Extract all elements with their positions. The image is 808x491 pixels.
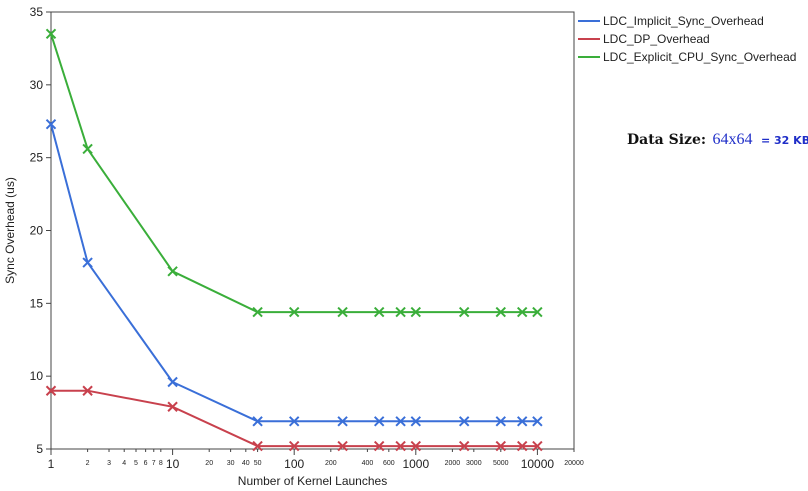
y-tick-label: 25 [30,151,44,165]
data-point-marker [45,385,57,396]
data-point-marker [410,440,422,452]
data-size-bytes: = 32 KB [760,134,808,147]
data-point-marker [495,306,506,318]
x-tick-label: 10000 [521,457,555,471]
data-point-marker [495,440,506,452]
data-point-marker [167,401,178,412]
data-point-marker [373,306,385,318]
data-size-value: 64x64 [712,131,753,148]
x-tick-label: 600 [383,460,395,467]
data-point-marker [82,385,93,396]
data-point-marker [45,28,57,40]
data-point-marker [288,440,300,452]
legend-swatch-dp-overhead [578,38,600,40]
x-tick-label: 7 [152,460,156,467]
x-tick-label: 5 [134,460,138,467]
legend-item-implicit-sync[interactable]: LDC_Implicit_Sync_Overhead [578,12,796,30]
x-tick-label: 20000 [564,460,584,467]
x-tick-label: 2 [86,460,90,467]
data-point-marker [373,440,385,452]
legend-swatch-implicit-sync [578,20,600,22]
x-tick-label: 5000 [493,460,509,467]
data-point-marker [458,440,470,452]
x-tick-label: 4 [122,460,126,467]
data-point-marker [288,416,300,427]
x-tick-label: 20 [205,460,213,467]
data-point-marker [458,416,470,427]
data-point-marker [167,266,178,277]
y-tick-label: 5 [36,442,43,456]
data-point-marker [395,440,406,452]
data-point-marker [410,416,422,427]
data-point-marker [532,440,543,452]
data-size-label: Data Size: [627,132,707,148]
data-point-marker [495,416,506,427]
legend-item-dp-overhead[interactable]: LDC_DP_Overhead [578,30,796,48]
x-tick-label: 30 [227,460,235,467]
x-tick-label: 40 [242,460,250,467]
y-tick-label: 35 [30,5,44,19]
legend-item-explicit-cpu-sync[interactable]: LDC_Explicit_CPU_Sync_Overhead [578,48,796,66]
data-point-marker [45,118,57,130]
legend-label-implicit-sync: LDC_Implicit_Sync_Overhead [603,14,764,28]
data-point-marker [458,306,470,318]
x-tick-label: 1000 [402,457,429,471]
data-point-marker [395,306,406,318]
plot-frame [50,11,575,450]
legend-swatch-explicit-cpu-sync [578,56,600,58]
x-tick-label: 200 [325,460,337,467]
x-tick-label: 400 [362,460,374,467]
data-point-marker [532,416,543,427]
data-point-marker [167,376,178,388]
x-tick-label: 1 [48,457,55,471]
x-tick-label: 6 [144,460,148,467]
data-point-marker [337,440,348,452]
data-point-marker [337,416,348,427]
data-point-marker [82,143,93,155]
data-point-marker [337,306,348,318]
y-tick-label: 15 [30,296,44,310]
data-point-marker [410,306,422,318]
data-point-marker [532,306,543,318]
data-point-marker [252,440,263,452]
series-line-1 [51,389,538,448]
x-tick-label: 3 [107,460,111,467]
series-line-2 [50,33,538,314]
x-tick-label: 8 [159,460,163,467]
y-tick-label: 30 [30,78,44,92]
legend-label-explicit-cpu-sync: LDC_Explicit_CPU_Sync_Overhead [603,50,797,64]
data-size-annotation: Data Size: 64x64 = 32 KB [627,131,808,149]
x-tick-label: 50 [254,460,262,467]
series-line-0 [50,123,538,423]
legend-label-dp-overhead: LDC_DP_Overhead [603,32,710,46]
chart-legend: LDC_Implicit_Sync_Overhead LDC_DP_Overhe… [578,12,796,66]
data-point-marker [516,440,528,452]
data-point-marker [516,416,528,427]
data-point-marker [252,306,263,318]
data-point-marker [82,257,93,268]
x-axis-title: Number of Kernel Launches [238,474,387,488]
y-tick-label: 20 [30,224,44,238]
data-point-marker [373,416,385,427]
x-tick-label: 10 [166,457,180,471]
y-axis-title: Sync Overhead (us) [3,177,17,284]
data-point-marker [288,306,300,318]
x-tick-label: 3000 [466,460,482,467]
x-tick-label: 2000 [445,460,461,467]
data-point-marker [395,416,406,427]
y-tick-label: 10 [30,369,44,383]
x-tick-label: 100 [284,457,304,471]
data-point-marker [252,416,263,427]
data-point-marker [516,306,528,318]
